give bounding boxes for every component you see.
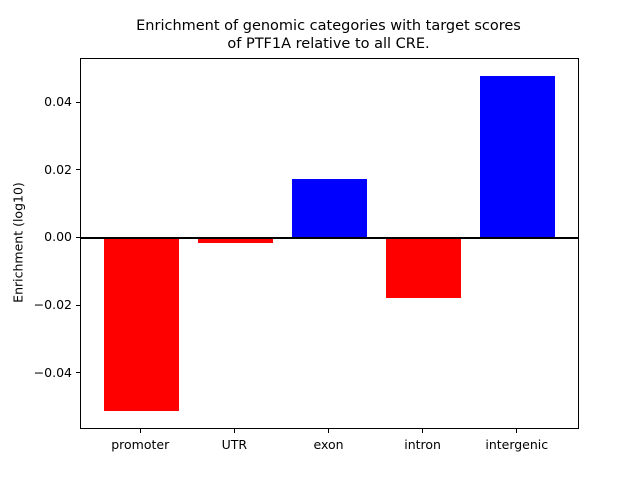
- y-tick-label: 0.00: [44, 229, 72, 245]
- x-tick-label-UTR: UTR: [221, 437, 248, 452]
- x-tick-mark: [139, 429, 141, 433]
- y-tick-mark: [76, 304, 80, 306]
- x-tick-mark: [516, 429, 518, 433]
- x-tick-mark: [422, 429, 424, 433]
- y-tick-mark: [76, 372, 80, 374]
- bar-UTR: [197, 238, 274, 243]
- chart-title: Enrichment of genomic categories with ta…: [136, 18, 521, 52]
- y-tick-label: −0.04: [33, 364, 72, 380]
- x-tick-label-exon: exon: [313, 437, 344, 452]
- y-tick-mark: [76, 101, 80, 103]
- x-tick-label-intergenic: intergenic: [485, 437, 549, 452]
- bar-promoter: [103, 238, 179, 412]
- plot-area: [80, 58, 579, 429]
- bar-intergenic: [480, 75, 556, 239]
- x-tick-mark: [233, 429, 235, 433]
- y-tick-mark: [76, 169, 80, 171]
- zero-line: [81, 237, 578, 240]
- y-tick-label: 0.04: [44, 94, 72, 109]
- bar-exon: [291, 179, 368, 239]
- x-tick-mark: [328, 429, 329, 433]
- y-tick-label: −0.02: [33, 297, 72, 313]
- y-tick-mark: [76, 236, 80, 238]
- x-tick-label-promoter: promoter: [111, 437, 170, 452]
- bar-intron: [385, 238, 462, 298]
- x-tick-label-intron: intron: [404, 437, 441, 452]
- y-tick-label: 0.02: [44, 161, 72, 177]
